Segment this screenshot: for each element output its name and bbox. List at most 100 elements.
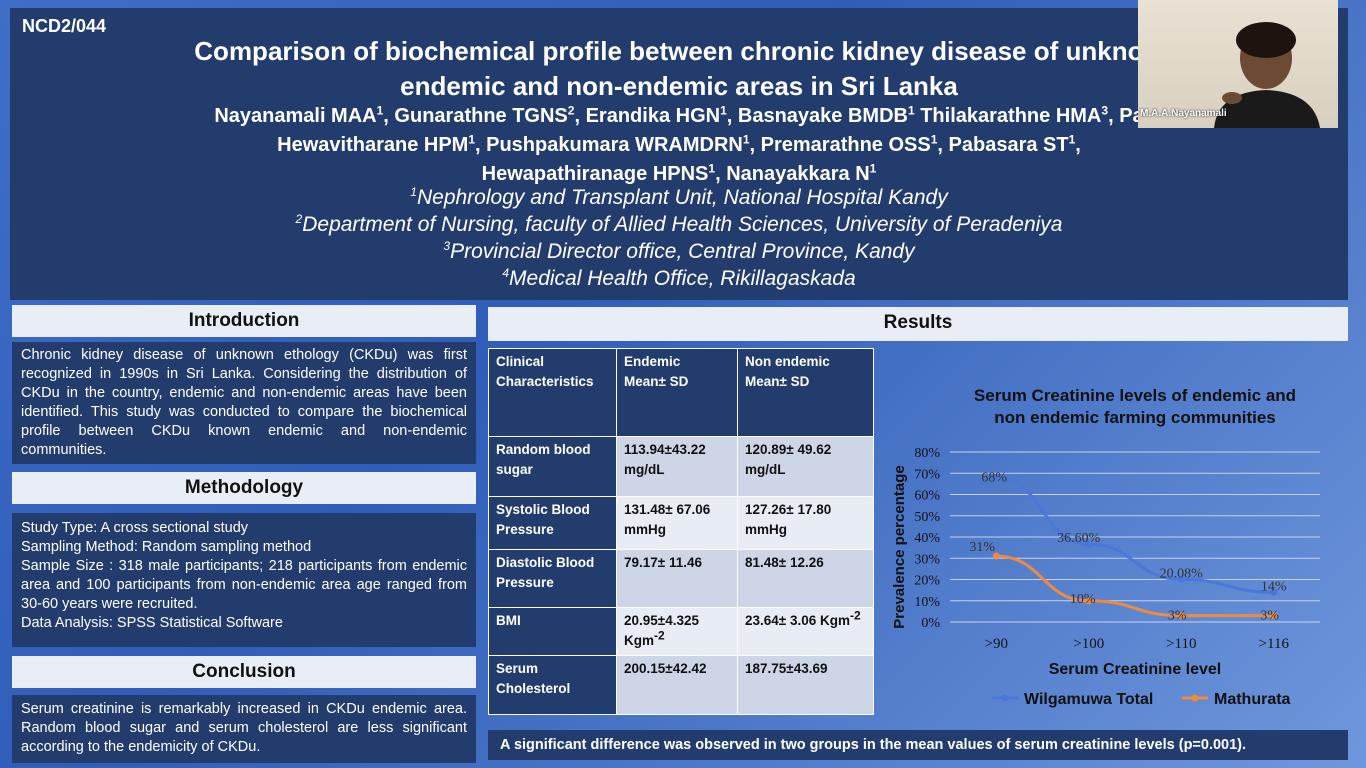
author-list: Nayanamali MAA1, Gunarathne TGNS2, Erand… [214,103,1144,185]
non-endemic-value: 187.75±43.69 [737,655,874,715]
table-row: Systolic Blood Pressure 131.48± 67.06 mm… [488,496,874,550]
participant-name: M.A.A.Nayanamali [1140,108,1227,119]
y-tick-label: 0% [921,616,940,631]
author-affiliation-number: 1 [930,132,938,147]
methodology-line: Sampling Method: Random sampling method [21,539,312,555]
row-label: BMI [488,607,617,656]
y-axis-label: Prevalence percentage [891,465,908,628]
conclusion-heading: Conclusion [12,656,476,688]
unit-exponent: -2 [849,608,861,623]
y-tick-label: 40% [914,531,940,546]
webcam-tile[interactable]: M.A.A.Nayanamali [1138,0,1338,128]
introduction-body: Chronic kidney disease of unknown etholo… [12,342,476,464]
author-name: Gunarathne TGNS [394,105,568,127]
methodology-line: Sample Size : 318 male participants; 218… [21,558,467,612]
row-label: Diastolic Blood Pressure [488,549,617,608]
row-label: Serum Cholesterol [488,655,617,715]
data-label: 3% [1260,609,1279,624]
author-affiliation-number: 3 [1101,103,1109,118]
affiliation-number: 4 [502,266,510,280]
affiliation-list: 1Nephrology and Transplant Unit, Nationa… [50,184,1308,292]
data-point [1085,540,1093,548]
methodology-body: Study Type: A cross sectional study Sampl… [12,513,476,647]
title-line-1: Comparison of biochemical profile betwee… [194,36,1164,66]
affiliation: 3Provincial Director office, Central Pro… [50,238,1308,265]
non-endemic-value: 23.64± 3.06 Kgm-2 [737,607,874,656]
data-point [1177,575,1185,583]
affiliation-number: 2 [295,212,303,226]
methodology-line: Data Analysis: SPSS Statistical Software [21,615,283,631]
series-line-1 [996,554,1274,618]
affiliation: 4Medical Health Office, Rikillagaskada [50,265,1308,292]
non-endemic-value: 120.89± 49.62 mg/dL [737,436,874,497]
x-tick-label: >110 [1166,636,1196,652]
affiliation: 2Department of Nursing, faculty of Allie… [50,211,1308,238]
author-affiliation-number: 1 [907,103,915,118]
author-name: Thilakarathne HMA [920,105,1102,127]
y-tick-label: 70% [914,467,940,482]
affiliation-text: Nephrology and Transplant Unit, National… [416,186,948,209]
data-label: 14% [1261,579,1287,594]
table-row: Random blood sugar 113.94±43.22 mg/dL 12… [488,436,874,497]
y-tick-label: 60% [914,489,940,504]
author-name: Basnayake BMDB [737,105,908,127]
data-point [1270,588,1278,596]
x-axis-label: Serum Creatinine level [1049,661,1222,678]
methodology-line: Study Type: A cross sectional study [21,520,249,536]
x-tick-label: >90 [985,636,1008,652]
author-name: Hewapathiranage HPNS [481,163,709,185]
author-name: Nanayakkara N [726,163,870,185]
x-tick-label: >116 [1259,636,1290,652]
author-affiliation-number: 1 [1068,132,1076,147]
header-line: Mean± SD [624,374,689,389]
data-point [992,552,1000,560]
author-affiliation-number: 2 [567,103,575,118]
author-affiliation-number: 1 [869,161,877,176]
title-line-2: endemic and non-endemic areas in Sri Lan… [400,71,958,101]
y-tick-label: 10% [914,595,940,610]
results-heading: Results [488,307,1348,341]
y-tick-label: 20% [914,574,940,589]
table-header-row: Clinical Characteristics Endemic Mean± S… [488,348,874,437]
results-footer: A significant difference was observed in… [488,730,1348,760]
methodology-heading: Methodology [12,472,476,504]
introduction-heading: Introduction [12,305,476,337]
author-affiliation-number: 1 [742,132,750,147]
author-name: Nayanamali MAA [214,105,377,127]
data-label: 31% [969,540,995,555]
author-name: Premarathne OSS [760,134,931,156]
affiliation-text: Medical Health Office, Rikillagaskada [509,267,856,290]
data-label: 68% [981,471,1007,486]
legend-marker [1001,694,1009,702]
header-line: Mean± SD [745,374,810,389]
affiliation: 1Nephrology and Transplant Unit, Nationa… [50,184,1308,211]
table-row: Serum Cholesterol 200.15±42.42 187.75±43… [488,655,874,715]
unit-exponent: -2 [654,628,665,643]
affiliation-number: 3 [443,239,451,253]
series-line-0 [996,476,1274,594]
author-name: Erandika HGN [585,105,721,127]
y-tick-label: 80% [914,446,940,461]
header-line: Clinical [496,354,545,369]
author-name: Pushpakumara WRAMDRN [486,134,743,156]
table-row: BMI 20.95±4.325 Kgm-2 23.64± 3.06 Kgm-2 [488,607,874,656]
data-label: 36.60% [1057,531,1101,546]
endemic-value: 113.94±43.22 mg/dL [616,436,738,497]
row-label: Random blood sugar [488,436,617,497]
results-table: Clinical Characteristics Endemic Mean± S… [488,348,874,715]
creatinine-line-chart: Serum Creatinine levels of endemic and no… [891,386,1320,708]
legend-marker [1191,694,1199,702]
poster-code: NCD2/044 [22,16,107,36]
affiliation-number: 1 [410,185,417,199]
non-endemic-value: 127.26± 17.80 mmHg [737,496,874,550]
author-name: Pabasara ST [948,134,1069,156]
x-tick-label: >100 [1073,636,1104,652]
data-label: 10% [1070,592,1096,607]
chart-title: Serum Creatinine levels of endemic and [974,386,1296,405]
data-point [1085,597,1093,605]
data-label: 20.08% [1160,566,1204,581]
y-tick-label: 30% [914,552,940,567]
header-line: Endemic [624,354,681,369]
author-name: Pa [1119,105,1144,127]
